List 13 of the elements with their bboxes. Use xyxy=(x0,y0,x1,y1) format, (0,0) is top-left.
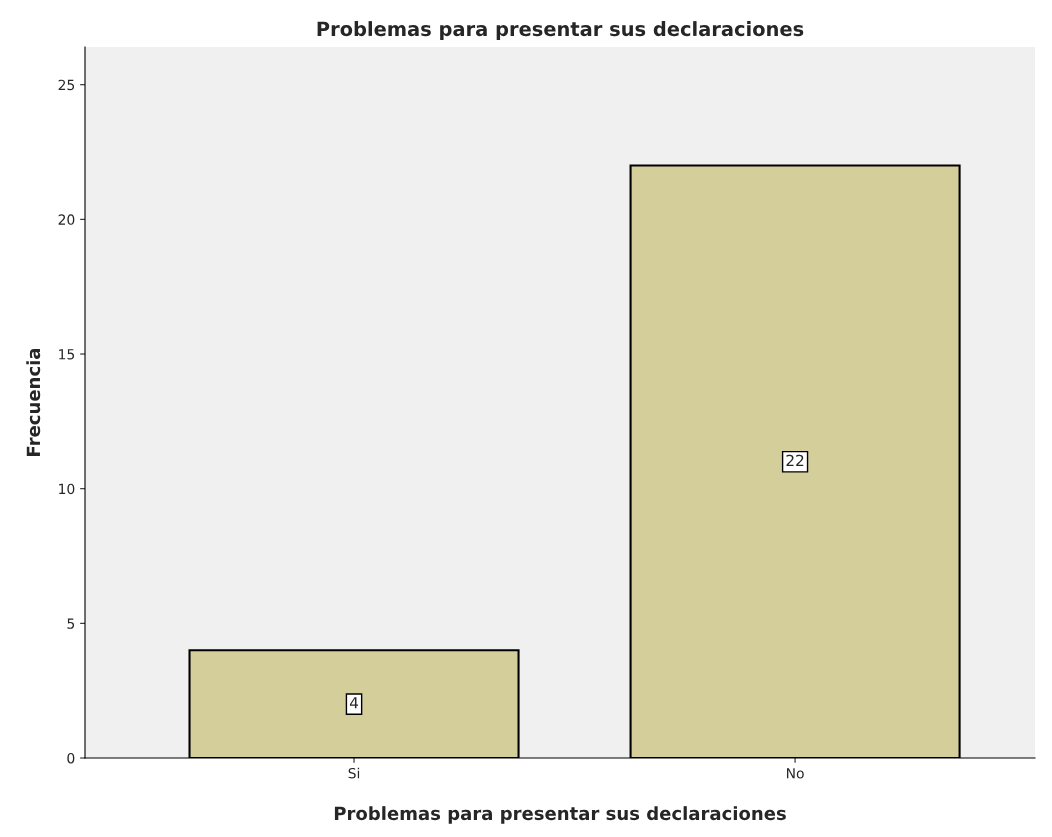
y-tick-label: 10 xyxy=(59,483,75,495)
chart-title: Problemas para presentar sus declaraciones xyxy=(317,21,804,40)
y-tick-label: 20 xyxy=(58,214,75,225)
x-tick-label: No xyxy=(786,768,804,779)
y-tick-label: 5 xyxy=(67,618,75,629)
y-axis-title: Frecuencia xyxy=(26,348,41,456)
data-label: 22 xyxy=(786,454,804,466)
y-tick-label: 15 xyxy=(59,349,75,360)
x-tick-label: Si xyxy=(348,767,360,779)
x-axis-title: Problemas para presentar sus declaraciones xyxy=(334,806,786,824)
y-tick-label: 25 xyxy=(58,79,75,91)
y-tick-label: 0 xyxy=(67,752,75,764)
data-label: 4 xyxy=(349,697,359,709)
